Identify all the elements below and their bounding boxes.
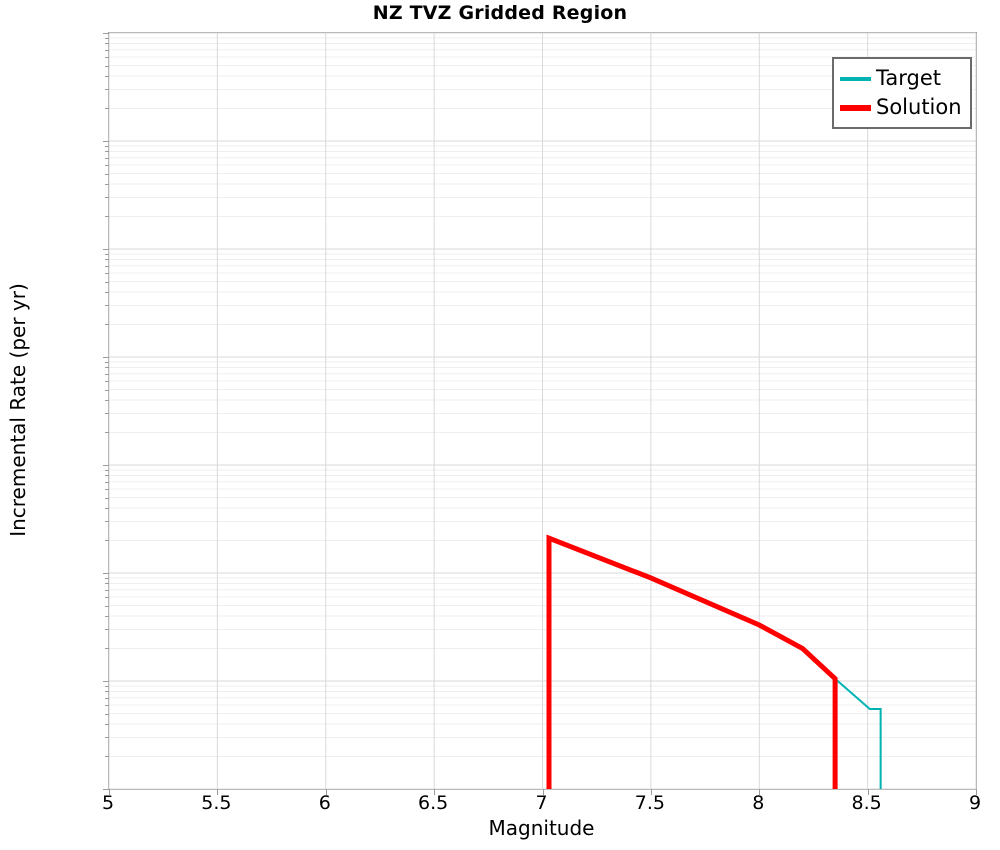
x-tick-mark: [759, 789, 761, 795]
legend-label-solution: Solution: [876, 95, 962, 119]
y-tick-mark-minor: [105, 75, 109, 77]
y-tick-mark-minor: [105, 713, 109, 715]
x-tick-mark: [867, 789, 869, 795]
y-tick-mark-minor: [105, 305, 109, 307]
y-tick-mark-minor: [105, 361, 109, 363]
y-tick-mark: [103, 249, 109, 250]
x-tick-mark: [109, 789, 110, 795]
x-tick-mark: [325, 789, 327, 795]
y-tick-mark: [103, 573, 109, 574]
x-tick-label: 9: [968, 792, 982, 814]
y-tick-mark-minor: [105, 183, 109, 185]
chart-legend: Target Solution: [832, 57, 972, 129]
y-tick-mark: [103, 789, 109, 790]
y-tick-mark: [103, 141, 109, 142]
y-tick-mark-minor: [105, 648, 109, 650]
y-tick-mark-minor: [105, 89, 109, 91]
y-tick-mark-minor: [105, 164, 109, 166]
x-tick-label: 8.5: [851, 792, 882, 814]
y-tick-mark-minor: [105, 589, 109, 591]
y-tick-mark-minor: [105, 259, 109, 261]
plot-area: [103, 32, 977, 795]
y-tick-mark-minor: [105, 615, 109, 617]
x-tick-label: 5: [101, 792, 115, 814]
y-tick-mark-minor: [105, 577, 109, 579]
y-tick-mark: [103, 465, 109, 466]
y-tick-mark-minor: [105, 56, 109, 58]
chart-title: NZ TVZ Gridded Region: [372, 2, 628, 24]
y-tick-mark-minor: [105, 367, 109, 369]
legend-swatch-solution: [840, 104, 871, 111]
x-tick-mark: [217, 789, 219, 795]
legend-item-solution: Solution: [840, 93, 962, 122]
grid-layer: [108, 32, 977, 790]
y-tick-mark-minor: [105, 605, 109, 607]
y-tick-mark-minor: [105, 432, 109, 434]
y-tick-mark-minor: [105, 507, 109, 509]
y-tick-mark-minor: [105, 253, 109, 255]
x-tick-label: 7: [535, 792, 548, 814]
y-tick-mark-minor: [105, 272, 109, 274]
y-tick-mark-minor: [105, 373, 109, 375]
y-tick-mark: [103, 33, 109, 34]
x-tick-mark: [434, 789, 436, 795]
y-tick-mark-minor: [105, 488, 109, 490]
x-tick-label: 5.5: [201, 792, 232, 814]
y-tick-mark-minor: [105, 43, 109, 45]
x-tick-mark: [976, 789, 977, 795]
y-tick-mark-minor: [105, 389, 109, 391]
y-tick-mark-minor: [105, 629, 109, 631]
x-tick-mark: [650, 789, 652, 795]
y-tick-mark-minor: [105, 108, 109, 110]
y-tick-mark-minor: [105, 697, 109, 699]
series-line-target: [834, 677, 882, 789]
y-tick-mark-minor: [105, 497, 109, 499]
y-tick-mark-minor: [105, 469, 109, 471]
legend-item-target: Target: [840, 64, 962, 93]
x-tick-label: 6: [318, 792, 331, 814]
y-tick-mark-minor: [105, 157, 109, 159]
y-tick-mark-minor: [105, 281, 109, 283]
legend-label-target: Target: [876, 66, 941, 90]
y-tick-mark-minor: [105, 145, 109, 147]
x-tick-label: 7.5: [634, 792, 665, 814]
y-tick-mark-minor: [105, 691, 109, 693]
series-line-solution: [546, 534, 838, 789]
y-tick-mark-minor: [105, 481, 109, 483]
y-tick-mark-minor: [105, 521, 109, 523]
x-axis-label: Magnitude: [488, 816, 595, 840]
y-tick-mark-minor: [105, 399, 109, 401]
y-tick-mark-minor: [105, 37, 109, 39]
series-layer: [546, 534, 882, 789]
y-tick-mark-minor: [105, 475, 109, 477]
y-axis-label: Incremental Rate (per yr): [6, 283, 30, 537]
y-tick-mark-minor: [105, 737, 109, 739]
y-tick-mark-minor: [105, 723, 109, 725]
y-tick-mark: [103, 357, 109, 358]
x-tick-label: 6.5: [418, 792, 449, 814]
y-tick-mark-minor: [105, 151, 109, 153]
y-tick-mark-minor: [105, 756, 109, 758]
y-tick-mark-minor: [105, 540, 109, 542]
y-tick-mark-minor: [105, 265, 109, 267]
y-tick-mark-minor: [105, 173, 109, 175]
y-tick-mark-minor: [105, 216, 109, 218]
y-tick-mark-minor: [105, 324, 109, 326]
y-tick-mark-minor: [105, 197, 109, 199]
y-tick-mark-minor: [105, 685, 109, 687]
y-tick-mark-minor: [105, 704, 109, 706]
y-tick-mark-minor: [105, 65, 109, 67]
x-tick-mark: [542, 789, 544, 795]
y-tick-mark-minor: [105, 596, 109, 598]
y-tick-mark-minor: [105, 380, 109, 382]
y-axis-label-container: Incremental Rate (per yr): [0, 32, 36, 788]
x-tick-label: 8: [752, 792, 765, 814]
legend-swatch-target: [840, 76, 871, 81]
y-tick-mark-minor: [105, 291, 109, 293]
y-tick-mark-minor: [105, 413, 109, 415]
y-tick-mark-minor: [105, 49, 109, 51]
y-tick-mark: [103, 681, 109, 682]
y-tick-mark-minor: [105, 583, 109, 585]
